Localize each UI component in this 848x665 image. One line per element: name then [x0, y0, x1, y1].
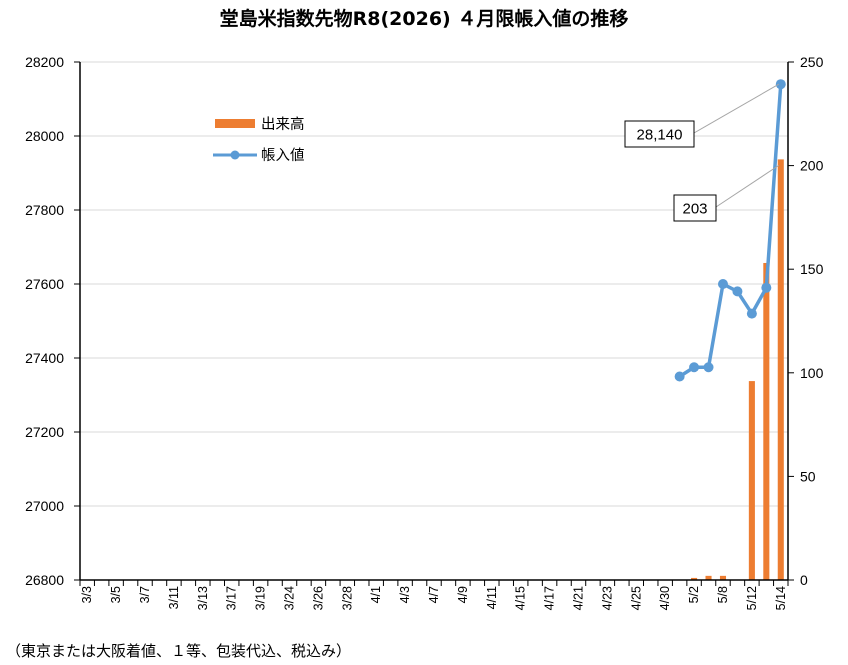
x-tick-labels: 3/3 3/5 3/7 3/11 3/13 3/17 3/19 3/24 3/26 3/28 4/1…: [80, 586, 788, 610]
y-right-tick-label: 150: [800, 261, 824, 277]
y-left-tick-label: 26800: [25, 572, 64, 588]
y-right-tick-label: 200: [800, 158, 824, 174]
price-point: [761, 282, 772, 293]
bars: [691, 159, 784, 580]
y-left-tick-label: 28000: [25, 128, 64, 144]
volume-bar: [691, 577, 698, 580]
callout-box-price: [624, 120, 695, 148]
price-point: [775, 79, 786, 90]
x-tick-label: 3/5: [109, 586, 123, 603]
chart-title: 堂島米指数先物R8(2026) ４月限帳入値の推移: [220, 7, 629, 30]
y-left-tick-label: 27600: [25, 276, 64, 292]
x-tick-label: 4/25: [629, 586, 643, 610]
footnote: （東京または大阪着値、１等、包装代込、税込み）: [6, 642, 351, 660]
y-left-tick-label: 27800: [25, 202, 64, 218]
volume-bar: [763, 262, 770, 580]
x-tick-label: 5/8: [716, 586, 730, 603]
callout-leader-volume: [715, 164, 780, 208]
x-tick-label: 3/19: [254, 586, 268, 610]
price-point: [689, 362, 700, 373]
price-point: [674, 371, 685, 382]
y-right-tick-label: 250: [800, 54, 824, 70]
x-tick-label: 3/11: [167, 586, 181, 609]
x-tick-label: 4/23: [600, 586, 614, 610]
callout-leader-price: [693, 83, 780, 134]
x-tick-label: 3/24: [283, 586, 297, 610]
price-point: [703, 362, 714, 373]
y-right-tick-label: 50: [800, 468, 816, 484]
volume-bar: [705, 575, 712, 580]
callout-label-price: 28,140: [637, 127, 683, 144]
y-left-tick-label: 27200: [25, 424, 64, 440]
callouts: 28,140 203: [624, 83, 780, 222]
right-tick-labels: 0 50 100 150 200 250: [800, 54, 824, 588]
gridlines: [80, 61, 788, 581]
x-tick-label: 3/13: [196, 586, 210, 610]
callout-box-volume: [673, 194, 717, 222]
x-tick-label: 4/21: [571, 586, 585, 610]
x-tick-label: 3/3: [80, 586, 94, 603]
x-tick-label: 4/30: [658, 586, 672, 610]
y-right-tick-label: 0: [800, 572, 808, 588]
legend-line-label: 帳入値: [261, 147, 305, 164]
legend-line-marker: [230, 150, 240, 160]
x-tick-label: 3/7: [138, 586, 152, 603]
x-tick-label: 4/1: [369, 586, 383, 603]
y-right-tick-label: 100: [800, 365, 824, 381]
x-tick-label: 4/17: [543, 586, 557, 610]
left-tick-labels: 26800 27000 27200 27400 27600 27800 28000 28200: [25, 54, 64, 588]
x-tick-label: 4/3: [398, 586, 412, 603]
callout-label-volume: 203: [682, 201, 707, 218]
price-point: [746, 308, 757, 319]
x-tick-label: 4/9: [456, 586, 470, 603]
x-tick-label: 3/26: [311, 586, 325, 610]
legend-bar-swatch: [215, 119, 255, 128]
volume-bar: [748, 381, 755, 580]
x-tick-label: 4/15: [514, 586, 528, 610]
price-point: [717, 279, 728, 289]
x-tick-label: 4/11: [485, 586, 499, 609]
x-tick-label: 3/28: [340, 586, 354, 610]
y-left-tick-label: 27000: [25, 498, 64, 514]
line-series: [674, 79, 786, 382]
volume-bar: [719, 575, 727, 580]
x-tick-label: 5/14: [774, 586, 788, 610]
legend-bar-label: 出来高: [261, 116, 305, 133]
y-left-tick-label: 27400: [25, 350, 64, 366]
axes: [74, 61, 794, 586]
y-left-tick-label: 28200: [25, 54, 64, 70]
x-tick-label: 5/12: [745, 586, 759, 610]
volume-bar: [777, 159, 784, 580]
x-tick-label: 5/2: [687, 586, 701, 603]
legend: 出来高 帳入値: [213, 116, 305, 164]
x-tick-label: 4/7: [427, 586, 441, 603]
x-tick-label: 3/17: [225, 586, 239, 610]
price-point: [732, 286, 743, 297]
